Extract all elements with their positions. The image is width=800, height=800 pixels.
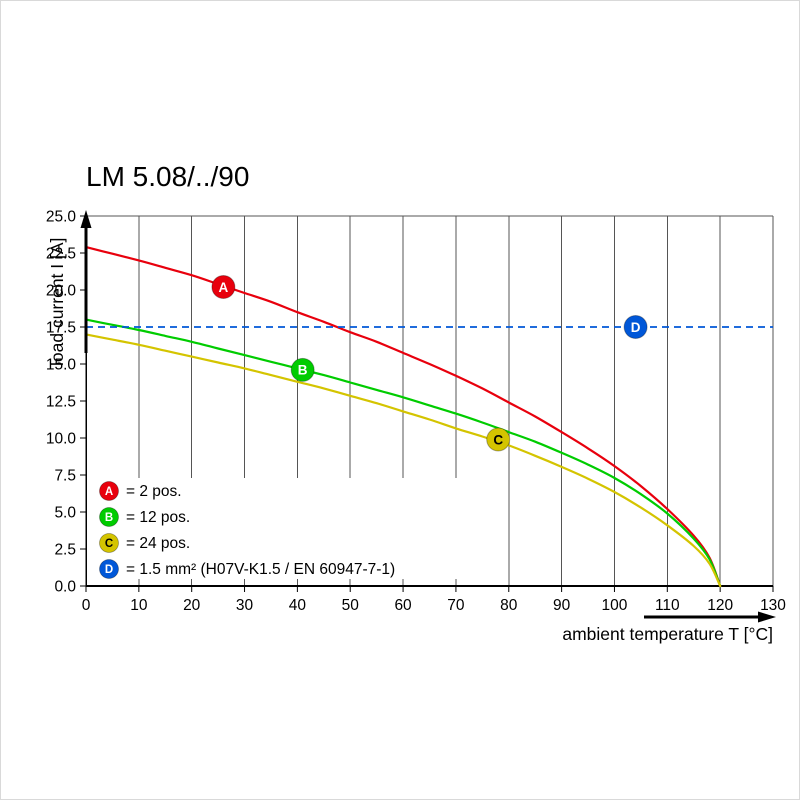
- x-tick-label: 20: [183, 597, 201, 614]
- curve-markers: A B C D: [211, 275, 648, 452]
- y-tick-label: 15.0: [46, 357, 77, 374]
- x-tick-label: 70: [447, 597, 465, 614]
- y-tick-label: 20.0: [46, 283, 77, 300]
- legend-item-label: = 1.5 mm² (H07V-K1.5 / EN 60947-7-1): [126, 561, 395, 578]
- marker-circle-c: [486, 427, 511, 452]
- y-tick-label: 5.0: [54, 505, 76, 522]
- legend-item-a: A = 2 pos.: [99, 481, 182, 501]
- y-tick-label: 12.5: [46, 394, 76, 411]
- legend-item-label: = 24 pos.: [126, 535, 190, 552]
- x-axis-arrow: [644, 611, 776, 623]
- x-tick-label: 90: [553, 597, 571, 614]
- curve-b: [84, 318, 722, 588]
- x-tick-label: 40: [289, 597, 307, 614]
- marker-circle-d: [623, 315, 648, 339]
- y-tick-label: 17.5: [46, 320, 76, 337]
- marker-b: B: [290, 357, 315, 382]
- legend-panel: [93, 478, 471, 579]
- y-tick-label: 7.5: [54, 468, 76, 485]
- y-tick-label: 22.5: [46, 246, 76, 263]
- curve-a: [84, 246, 722, 588]
- x-axis-label: ambient temperature T [°C]: [562, 624, 773, 644]
- y-tick-label: 10.0: [46, 431, 77, 448]
- marker-d: D: [623, 315, 648, 339]
- y-tick-label: 2.5: [54, 542, 76, 559]
- x-tick-label: 120: [707, 597, 733, 614]
- legend-badge-letter: D: [105, 564, 113, 576]
- legend-badge-a: [99, 481, 119, 501]
- y-tick-label: 25.0: [46, 209, 77, 226]
- marker-c: C: [486, 427, 511, 452]
- marker-letter: C: [493, 432, 503, 447]
- x-tick-label: 80: [500, 597, 518, 614]
- gridlines: [85, 216, 774, 586]
- marker-letter: A: [219, 280, 229, 295]
- x-tick-label: 110: [655, 597, 680, 614]
- marker-letter: D: [631, 320, 641, 335]
- y-axis-label: load current I [A]: [47, 238, 67, 366]
- legend-badge-c: [99, 533, 119, 553]
- legend-badge-letter: A: [105, 486, 113, 498]
- x-tick-label: 10: [130, 597, 148, 614]
- x-tick-label: 30: [236, 597, 254, 614]
- x-tick-label: 50: [342, 597, 360, 614]
- legend-badge-letter: B: [105, 512, 113, 524]
- legend-badge-d: [99, 559, 119, 579]
- marker-letter: B: [298, 363, 308, 378]
- legend: A = 2 pos. B = 12 pos. C = 24 pos. D = 1.5 mm² …: [93, 478, 471, 579]
- axis-ticks: 0.0 2.5 5.0 7.5 10.0 12.5 15.0 17.5 20.0 22.5 25.0…: [46, 209, 786, 615]
- legend-item-label: = 12 pos.: [126, 509, 190, 526]
- marker-circle-a: [211, 275, 236, 300]
- marker-a: A: [211, 275, 236, 300]
- y-axis-arrow: [80, 210, 92, 353]
- marker-circle-b: [290, 357, 315, 382]
- x-tick-label: 60: [394, 597, 412, 614]
- curve-c: [84, 333, 722, 588]
- legend-item-label: = 2 pos.: [126, 483, 182, 500]
- chart-title: LM 5.08/../90: [86, 161, 249, 192]
- legend-item-d: D = 1.5 mm² (H07V-K1.5 / EN 60947-7-1): [99, 559, 395, 579]
- y-tick-label: 0.0: [54, 579, 76, 596]
- curves: [84, 246, 773, 588]
- legend-badge-letter: C: [105, 538, 113, 550]
- x-tick-label: 0: [82, 597, 91, 614]
- legend-badge-b: [99, 507, 119, 527]
- legend-item-b: B = 12 pos.: [99, 507, 190, 527]
- legend-item-c: C = 24 pos.: [99, 533, 190, 553]
- x-tick-label: 130: [760, 597, 786, 614]
- x-tick-label: 100: [602, 597, 628, 614]
